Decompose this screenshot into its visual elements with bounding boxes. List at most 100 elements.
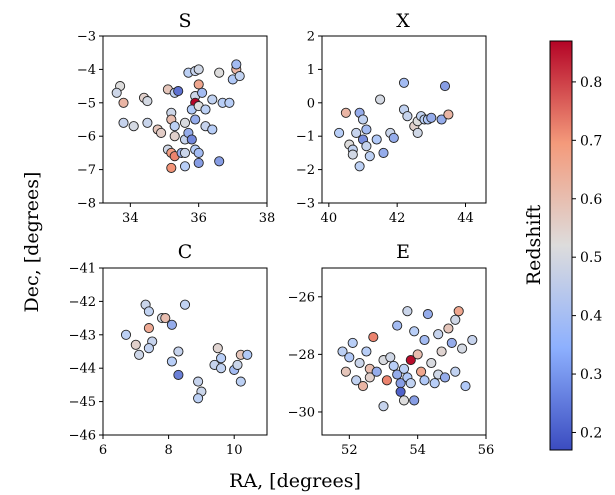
scatter-point: [412, 127, 423, 138]
scatter-point: [169, 121, 180, 132]
scatter-point: [207, 124, 218, 135]
scatter-point: [453, 306, 464, 317]
scatter-point: [128, 121, 139, 132]
scatter-point: [160, 313, 171, 324]
ticks-layer-c: 6 8 10 −41 −42 −43 −44 −45 −46: [69, 262, 243, 459]
scatter-point: [190, 114, 201, 125]
scatter-point: [351, 375, 362, 386]
x-tick-label: 6: [99, 443, 107, 458]
scatter-point: [344, 352, 355, 363]
ticks-layer-e: 52 54 56 −26 −28 −30: [288, 290, 495, 458]
colorbar: 0.2 0.3 0.4 0.5 0.6 0.7 0.8 Redshift: [523, 40, 602, 451]
scatter-point: [388, 360, 399, 371]
scatter-point: [142, 117, 153, 128]
y-tick-label: −3: [296, 197, 315, 212]
scatter-point: [354, 161, 365, 172]
ticks-layer-s: 34 36 38 −3 −4 −5 −6 −7 −8: [77, 30, 275, 227]
scatter-point: [450, 314, 461, 325]
colorbar-tick-label: 0.4: [580, 309, 602, 325]
y-tick-label: 1: [307, 63, 315, 78]
scatter-point: [419, 375, 430, 386]
y-tick-label: −44: [69, 362, 96, 377]
scatter-point: [193, 79, 204, 90]
scatter-point: [361, 124, 372, 135]
scatter-point: [439, 372, 451, 383]
scatter-point: [436, 114, 447, 125]
scatter-point: [381, 375, 392, 386]
plot-frame-c: [102, 267, 268, 436]
scatter-point: [409, 326, 420, 337]
scatter-point: [398, 77, 410, 88]
scatter-point: [378, 401, 389, 412]
scatter-point: [450, 366, 461, 377]
x-tick-label: 36: [190, 211, 207, 226]
y-tick-label: −28: [288, 348, 315, 363]
panel-x: X 40 42 44 2 1 0 −1 −2 −3: [296, 10, 487, 226]
scatter-point: [169, 131, 180, 142]
scatter-point: [340, 366, 351, 377]
scatter-point: [166, 162, 177, 173]
scatter-point: [207, 94, 218, 105]
scatter-point: [142, 96, 153, 107]
scatter-point: [156, 127, 167, 138]
y-tick-label: −4: [77, 63, 96, 78]
colorbar-tick-label: 0.5: [580, 250, 602, 266]
y-tick-label: −42: [69, 295, 96, 310]
panel-c: C 6 8 10 −41 −42 −43 −44 −45 −46: [69, 241, 268, 459]
scatter-point: [375, 94, 386, 105]
scatter-point: [143, 306, 154, 317]
scatter-point: [212, 343, 223, 354]
scatter-point: [234, 71, 245, 82]
scatter-point: [426, 112, 437, 123]
scatter-point: [197, 87, 208, 98]
y-axis-label: Dec, [degrees]: [21, 172, 43, 313]
scatter-point: [232, 359, 243, 370]
colorbar-tick-label: 0.8: [580, 75, 602, 91]
scatter-point: [446, 337, 457, 348]
scatter-point: [214, 67, 225, 78]
scatter-point: [378, 147, 389, 158]
y-tick-label: −5: [77, 96, 96, 111]
x-tick-label: 8: [164, 443, 172, 458]
colorbar-gradient: [549, 40, 573, 451]
x-tick-label: 10: [226, 443, 243, 458]
scatter-point: [405, 355, 416, 366]
y-tick-label: −45: [69, 395, 96, 410]
colorbar-tick-label: 0.3: [580, 367, 602, 383]
scatter-point: [179, 147, 191, 158]
panel-title-s: S: [178, 10, 191, 32]
scatter-point: [371, 134, 382, 145]
scatter-point: [193, 64, 204, 75]
scatter-point: [166, 356, 177, 367]
points-layer-s: [111, 59, 245, 173]
panel-s: S 34 36 38 −3 −4 −5 −6 −7 −8: [77, 10, 275, 226]
scatter-point: [419, 334, 430, 346]
x-tick-label: 38: [259, 211, 276, 226]
colorbar-tick-label: 0.6: [580, 192, 602, 208]
scatter-point: [242, 349, 253, 360]
y-tick-label: −46: [69, 429, 96, 444]
scatter-point: [216, 353, 227, 364]
colorbar-label: Redshift: [523, 204, 545, 285]
scatter-point: [118, 97, 129, 108]
y-tick-label: 2: [307, 30, 315, 45]
scatter-point: [143, 343, 154, 354]
panel-title-c: C: [178, 241, 193, 263]
x-tick-label: 42: [389, 211, 406, 226]
scatter-point: [443, 109, 454, 120]
x-tick-label: 54: [409, 443, 426, 458]
x-axis-label: RA, [degrees]: [229, 470, 361, 492]
scatter-point: [200, 104, 211, 115]
scatter-point: [398, 363, 410, 374]
panel-e: E 52 54 56 −26 −28 −30: [288, 241, 495, 458]
plot-frame-s: [102, 35, 268, 204]
scatter-point: [395, 386, 406, 397]
y-tick-label: −8: [77, 197, 96, 212]
scatter-point: [231, 59, 242, 70]
scatter-point: [173, 346, 184, 357]
scatter-point: [385, 352, 396, 363]
scatter-point: [368, 332, 379, 343]
x-tick-label: 34: [122, 211, 139, 226]
panel-title-x: X: [396, 10, 410, 32]
